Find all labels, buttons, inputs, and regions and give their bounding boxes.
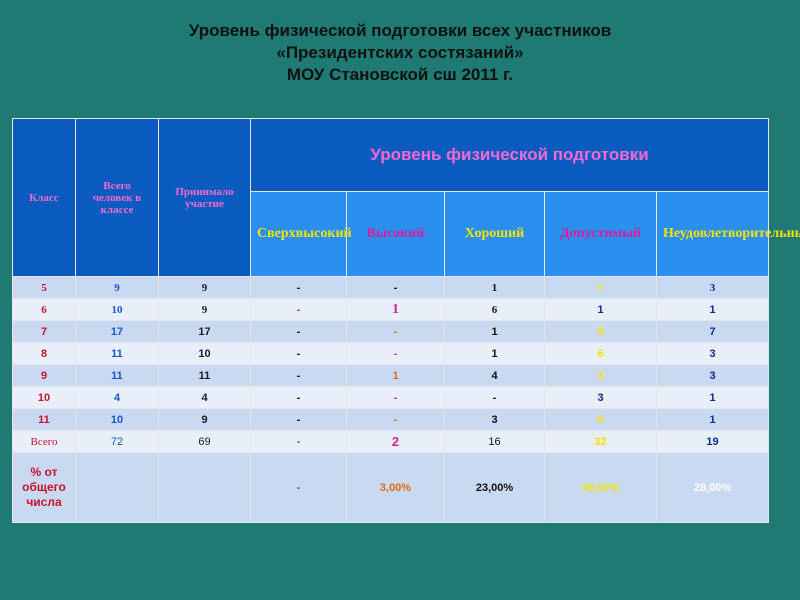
cell-total: 9 (75, 276, 159, 299)
cell-total: 11 (75, 342, 159, 365)
cell-level-1: - (250, 364, 347, 387)
cell-class: 10 (12, 386, 76, 409)
cell-participated: 9 (158, 408, 251, 431)
cell-percent-level-3: 23,00% (444, 452, 545, 523)
cell-level-4: 6 (544, 342, 657, 365)
cell-level-1: - (250, 386, 347, 409)
table-row: 9 11 11 - 1 4 3 3 (12, 364, 769, 387)
cell-level-2: - (346, 342, 445, 365)
cell-participated: 69 (158, 430, 251, 453)
cell-class: 6 (12, 298, 76, 321)
table-row: 7 17 17 - - 1 9 7 (12, 320, 769, 343)
cell-total: 17 (75, 320, 159, 343)
table-row: 10 4 4 - - - 3 1 (12, 386, 769, 409)
table-row: 11 10 9 - - 3 5 1 (12, 408, 769, 431)
cell-level-5: 3 (656, 342, 769, 365)
cell-level-5: 3 (656, 364, 769, 387)
cell-level-2: 2 (346, 430, 445, 453)
table-row: 8 11 10 - - 1 6 3 (12, 342, 769, 365)
title-line-2: «Президентских состязаний» (276, 43, 524, 62)
header-participated: Принимало участие (158, 118, 251, 277)
table-row-total: Всего 72 69 - 2 16 32 19 (12, 430, 769, 453)
cell-class: Всего (12, 430, 76, 453)
header-level-4: Допустимый (544, 191, 657, 277)
cell-level-1: - (250, 408, 347, 431)
cell-level-1: - (250, 342, 347, 365)
cell-level-5: 1 (656, 298, 769, 321)
cell-level-5: 7 (656, 320, 769, 343)
cell-level-1: - (250, 430, 347, 453)
cell-level-1: - (250, 298, 347, 321)
cell-level-5: 1 (656, 408, 769, 431)
cell-total: 10 (75, 298, 159, 321)
cell-total: 4 (75, 386, 159, 409)
cell-level-5: 3 (656, 276, 769, 299)
cell-percent-level-5: 28,00% (656, 452, 769, 523)
cell-level-2: - (346, 276, 445, 299)
cell-percent-level-2: 3,00% (346, 452, 445, 523)
cell-level-2: - (346, 320, 445, 343)
cell-empty (75, 452, 159, 523)
cell-level-3: 6 (444, 298, 545, 321)
cell-percent-label: % от общего числа (12, 452, 76, 523)
cell-level-4: 5 (544, 408, 657, 431)
cell-class: 8 (12, 342, 76, 365)
cell-level-2: 1 (346, 298, 445, 321)
cell-level-3: - (444, 386, 545, 409)
cell-class: 11 (12, 408, 76, 431)
cell-class: 7 (12, 320, 76, 343)
cell-participated: 9 (158, 276, 251, 299)
cell-level-3: 1 (444, 320, 545, 343)
cell-participated: 9 (158, 298, 251, 321)
cell-level-4: 3 (544, 364, 657, 387)
header-level-group: Уровень физической подготовки (250, 118, 769, 192)
header-level-2: Высокий (346, 191, 445, 277)
cell-level-5: 1 (656, 386, 769, 409)
cell-level-3: 1 (444, 276, 545, 299)
cell-participated: 4 (158, 386, 251, 409)
cell-level-4: 5 (544, 276, 657, 299)
cell-level-3: 4 (444, 364, 545, 387)
cell-percent-level-1: - (250, 452, 347, 523)
table-row: 6 10 9 - 1 6 1 1 (12, 298, 769, 321)
cell-empty (158, 452, 251, 523)
cell-level-2: 1 (346, 364, 445, 387)
cell-total: 72 (75, 430, 159, 453)
header-class: Класс (12, 118, 76, 277)
slide-title: Уровень физической подготовки всех участ… (0, 20, 800, 86)
table-row-percent: % от общего числа - 3,00% 23,00% 46,00% … (12, 452, 769, 523)
header-level-5: Неудовлетворительный (656, 191, 800, 277)
cell-class: 5 (12, 276, 76, 299)
header-level-1: Сверхвысокий (250, 191, 352, 277)
cell-total: 11 (75, 364, 159, 387)
cell-level-3: 3 (444, 408, 545, 431)
header-total: Всего человек в классе (75, 118, 159, 277)
cell-level-4: 9 (544, 320, 657, 343)
cell-level-1: - (250, 276, 347, 299)
cell-class: 9 (12, 364, 76, 387)
title-line-1: Уровень физической подготовки всех участ… (188, 21, 612, 40)
cell-participated: 17 (158, 320, 251, 343)
cell-participated: 11 (158, 364, 251, 387)
cell-total: 10 (75, 408, 159, 431)
cell-level-4: 3 (544, 386, 657, 409)
cell-participated: 10 (158, 342, 251, 365)
cell-level-2: - (346, 408, 445, 431)
cell-level-4: 1 (544, 298, 657, 321)
table-row: 5 9 9 - - 1 5 3 (12, 276, 769, 299)
cell-level-5: 19 (656, 430, 769, 453)
cell-level-3: 1 (444, 342, 545, 365)
cell-level-1: - (250, 320, 347, 343)
header-level-3: Хороший (444, 191, 545, 277)
title-line-3: МОУ Становской сш 2011 г. (286, 65, 514, 84)
fitness-table: Класс Всего человек в классе Принимало у… (12, 118, 800, 523)
cell-level-3: 16 (444, 430, 545, 453)
cell-percent-level-4: 46,00% (544, 452, 657, 523)
cell-level-4: 32 (544, 430, 657, 453)
cell-level-2: - (346, 386, 445, 409)
